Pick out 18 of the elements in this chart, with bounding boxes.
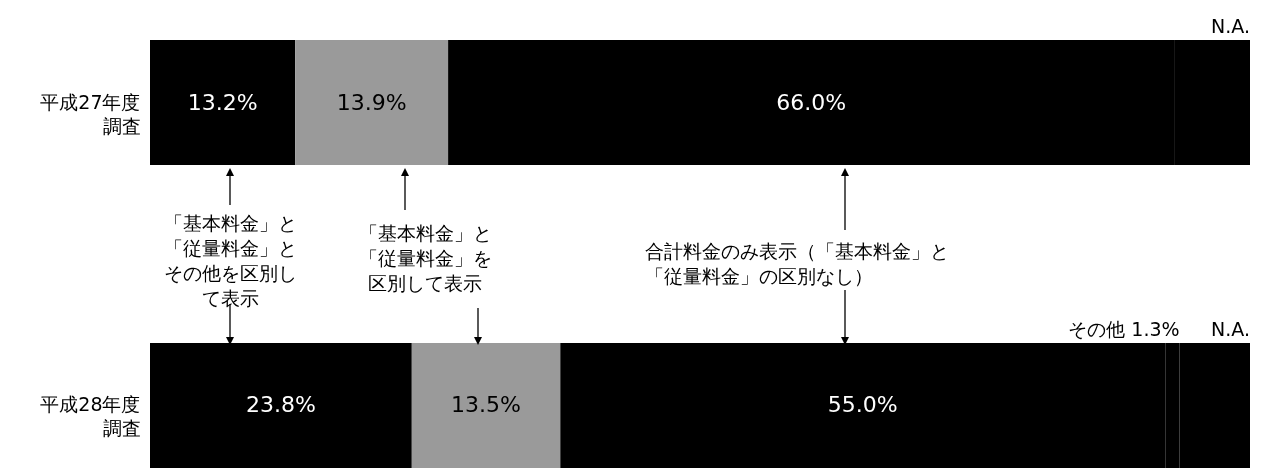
annotation: 「基本料金」と「従量料金」とその他を区別して表示	[163, 212, 297, 309]
bar	[411, 342, 561, 468]
data-label: 13.9%	[336, 89, 407, 115]
bar	[150, 342, 412, 468]
annotation: 合計料金のみ表示（「基本料金」と「従量料金」の区別なし）	[645, 240, 949, 287]
annotation: 「基本料金」と「従量料金」を区別して表示	[358, 222, 492, 294]
data-label: 13.2%	[187, 89, 258, 115]
series-label: N.A.	[1211, 15, 1250, 38]
bar	[295, 40, 449, 166]
text: その他 1.3%	[1068, 317, 1180, 340]
data-label: 23.8%	[245, 392, 316, 418]
bar	[150, 40, 296, 166]
data-label: 66.0%	[776, 89, 847, 115]
data-label: 13.5%	[451, 392, 521, 418]
data-label: 55.0%	[827, 392, 898, 418]
y-tick-label: 平成27年度調査	[40, 90, 141, 137]
y-tick-label: 平成28年度調査	[40, 393, 141, 440]
text: N.A.	[1211, 317, 1250, 340]
